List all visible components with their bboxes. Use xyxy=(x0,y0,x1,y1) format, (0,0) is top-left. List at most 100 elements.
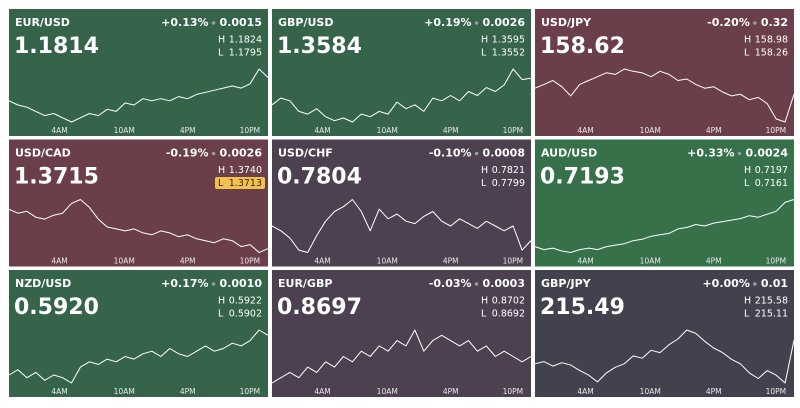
ticker-tile[interactable]: NZD/USD 0.0010 +0.17% 0.5920 H 0.5922 L 0.5902 4… xyxy=(8,270,269,397)
low-value: 1.1795 xyxy=(229,48,262,59)
change-percent: +0.00% xyxy=(702,277,749,290)
change-percent: +0.13% xyxy=(161,16,208,29)
time-label: 10PM xyxy=(503,126,524,135)
low-label: L xyxy=(481,178,487,189)
time-label: 10AM xyxy=(640,387,661,396)
time-label: 10AM xyxy=(377,126,398,135)
sparkline xyxy=(271,199,532,253)
low-label: L xyxy=(744,309,750,320)
sparkline xyxy=(271,329,532,384)
sparkline xyxy=(8,199,269,253)
low-value: 1.3552 xyxy=(492,48,525,59)
high-value: 215.58 xyxy=(755,296,788,307)
high-value: 0.7197 xyxy=(755,165,788,176)
time-label: 4PM xyxy=(706,387,722,396)
time-label: 4PM xyxy=(443,387,459,396)
change-abs: 0.0024 xyxy=(746,147,789,160)
change-abs: 0.32 xyxy=(761,16,788,29)
pair-name: USD/CAD xyxy=(15,147,71,160)
separator-dot xyxy=(737,151,742,156)
change-abs: 0.0010 xyxy=(220,277,263,290)
time-label: 4PM xyxy=(180,257,196,266)
tile-background xyxy=(272,270,531,397)
tile-background xyxy=(535,139,794,267)
separator-dot xyxy=(211,151,216,156)
sparkline xyxy=(8,329,269,384)
time-label: 4AM xyxy=(314,257,330,266)
ticker-tile[interactable]: USD/JPY 0.32 -0.20% 158.62 H 158.98 L 158.26 4AM… xyxy=(534,9,795,136)
change-percent: -0.19% xyxy=(166,147,209,160)
low-highlight xyxy=(215,177,265,189)
low-value: 0.7161 xyxy=(755,178,788,189)
tile-background xyxy=(272,9,531,136)
change-percent: -0.10% xyxy=(429,147,472,160)
time-label: 10PM xyxy=(240,126,261,135)
time-label: 4PM xyxy=(443,126,459,135)
pair-name: NZD/USD xyxy=(15,277,71,290)
pair-name: USD/CHF xyxy=(278,147,333,160)
pair-name: EUR/GBP xyxy=(278,277,332,290)
low-label: L xyxy=(481,309,487,320)
separator-dot xyxy=(753,21,757,25)
high-value: 1.1824 xyxy=(229,35,262,46)
separator-dot xyxy=(474,21,479,25)
time-label: 10PM xyxy=(503,257,524,266)
high-label: H xyxy=(218,35,225,46)
sparkline xyxy=(534,68,795,123)
change-abs: 0.0026 xyxy=(220,147,263,160)
price: 0.7804 xyxy=(277,165,362,190)
ticker-tile[interactable]: EUR/GBP 0.0003 -0.03% 0.8697 H 0.8702 L 0.8692 4… xyxy=(271,270,532,397)
ticker-tile[interactable]: USD/CHF 0.0008 -0.10% 0.7804 H 0.7821 L 0.7799 4… xyxy=(271,139,532,267)
time-label: 4AM xyxy=(314,126,330,135)
pair-name: USD/JPY xyxy=(541,16,592,29)
time-label: 10AM xyxy=(114,126,135,135)
separator-dot xyxy=(474,282,479,286)
pair-name: GBP/JPY xyxy=(541,277,592,290)
high-label: H xyxy=(744,35,751,46)
high-value: 0.5922 xyxy=(229,296,262,307)
change-percent: +0.17% xyxy=(161,277,208,290)
price: 1.1814 xyxy=(14,34,99,59)
change-percent: +0.19% xyxy=(424,16,471,29)
high-value: 0.8702 xyxy=(492,296,525,307)
separator-dot xyxy=(211,21,216,25)
ticker-tile[interactable]: GBP/JPY 0.01 +0.00% 215.49 H 215.58 L 215.11 4AM… xyxy=(534,270,795,397)
separator-dot xyxy=(753,282,757,286)
separator-dot xyxy=(474,151,479,156)
low-value: 0.8692 xyxy=(492,309,525,320)
high-label: H xyxy=(481,35,488,46)
pair-name: AUD/USD xyxy=(541,147,597,160)
ticker-tile[interactable]: GBP/USD 0.0026 +0.19% 1.3584 H 1.3595 L 1.3552 4… xyxy=(271,9,532,136)
high-label: H xyxy=(218,296,225,307)
low-value: 215.11 xyxy=(755,309,788,320)
change-abs: 0.0008 xyxy=(483,147,525,160)
low-label: L xyxy=(744,48,750,59)
time-label: 10PM xyxy=(240,387,261,396)
time-label: 4AM xyxy=(51,257,67,266)
low-label: L xyxy=(218,309,224,320)
ticker-tile[interactable]: EUR/USD 0.0015 +0.13% 1.1814 H 1.1824 L 1.1795 4… xyxy=(8,9,269,136)
change-percent: -0.20% xyxy=(707,16,750,29)
tile-background xyxy=(272,139,531,267)
low-value: 158.26 xyxy=(755,48,788,59)
time-label: 10AM xyxy=(640,257,661,266)
high-value: 158.98 xyxy=(755,35,788,46)
price: 1.3715 xyxy=(14,165,99,190)
time-label: 10AM xyxy=(114,387,135,396)
sparkline xyxy=(534,199,795,253)
low-value: 0.7799 xyxy=(492,178,525,189)
time-label: 10AM xyxy=(640,126,661,135)
time-label: 10AM xyxy=(377,387,398,396)
low-label: L xyxy=(481,48,487,59)
time-label: 10PM xyxy=(503,387,524,396)
tile-background xyxy=(535,270,794,397)
ticker-tile[interactable]: AUD/USD 0.0024 +0.33% 0.7193 H 0.7197 L 0.7161 4… xyxy=(534,139,795,267)
change-abs: 0.0026 xyxy=(483,16,526,29)
price: 215.49 xyxy=(540,295,625,320)
high-value: 1.3595 xyxy=(492,35,525,46)
low-label: L xyxy=(744,178,750,189)
ticker-tile[interactable]: USD/CAD 0.0026 -0.19% 1.3715 H 1.3740 L 1.3713 4… xyxy=(8,139,269,267)
time-label: 4AM xyxy=(577,387,593,396)
time-label: 10AM xyxy=(377,257,398,266)
